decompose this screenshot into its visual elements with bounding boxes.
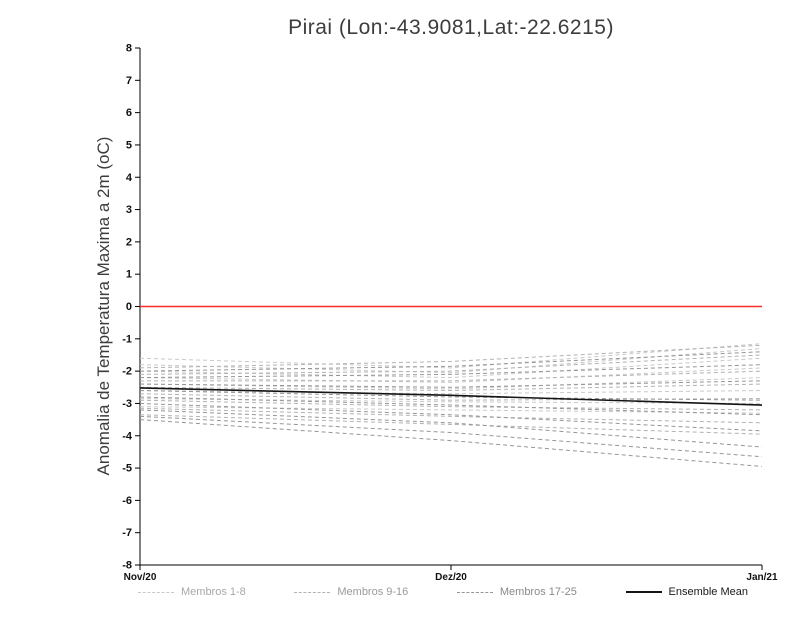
svg-text:-8: -8	[122, 560, 132, 572]
legend-item-membros-17-25: Membros 17-25	[456, 586, 577, 598]
dashed-line-sample-icon	[456, 591, 493, 593]
legend-item-membros-9-16: Membros 9-16	[294, 586, 408, 598]
svg-text:3: 3	[126, 204, 132, 216]
svg-text:-4: -4	[122, 430, 133, 442]
svg-text:Jan/21: Jan/21	[746, 572, 778, 583]
svg-text:8: 8	[126, 43, 132, 55]
svg-text:-2: -2	[122, 366, 132, 378]
svg-text:5: 5	[126, 139, 132, 151]
svg-text:0: 0	[126, 301, 132, 313]
legend-label: Membros 17-25	[499, 586, 577, 598]
svg-text:1: 1	[126, 269, 132, 281]
dashed-line-sample-icon	[138, 591, 174, 593]
legend: Membros 1-8 Membros 9-16 Membros 17-25 E…	[138, 586, 748, 598]
svg-text:Dez/20: Dez/20	[435, 572, 467, 583]
svg-text:4: 4	[126, 172, 133, 184]
legend-label: Membros 9-16	[337, 586, 409, 598]
legend-item-ensemble-mean: Ensemble Mean	[625, 586, 749, 598]
svg-text:-7: -7	[122, 527, 132, 539]
legend-label: Ensemble Mean	[668, 586, 749, 598]
svg-text:-6: -6	[122, 495, 132, 507]
svg-text:7: 7	[126, 75, 132, 87]
svg-text:6: 6	[126, 107, 132, 119]
svg-text:-3: -3	[122, 398, 132, 410]
dashed-line-sample-icon	[294, 591, 331, 593]
solid-line-sample-icon	[625, 591, 662, 593]
svg-text:-1: -1	[122, 333, 132, 345]
legend-item-membros-1-8: Membros 1-8	[138, 586, 246, 598]
legend-label: Membros 1-8	[181, 586, 246, 598]
svg-text:2: 2	[126, 236, 132, 248]
svg-text:-5: -5	[122, 463, 132, 475]
svg-text:Nov/20: Nov/20	[124, 572, 157, 583]
chart-title: Pirai (Lon:-43.9081,Lat:-22.6215)	[288, 16, 614, 39]
